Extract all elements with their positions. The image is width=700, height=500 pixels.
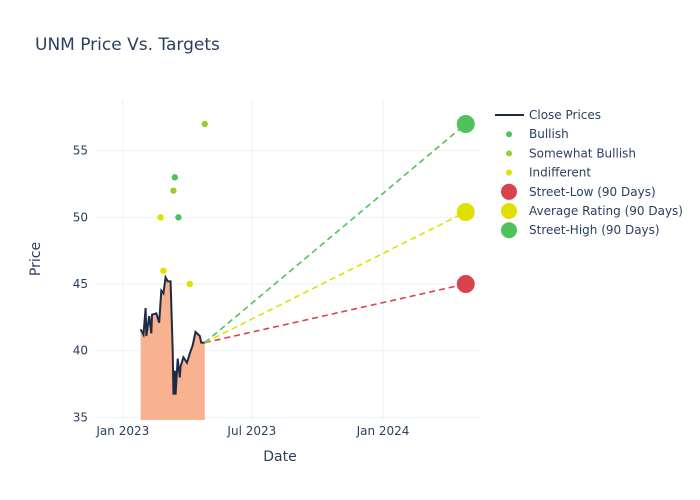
x-axis-label: Date [263,449,296,465]
somewhat-bullish-rating-point [201,120,208,128]
x-tick-label: Jan 2024 [356,424,410,438]
chart-title: UNM Price Vs. Targets [35,35,220,55]
legend-label: Somewhat Bullish [529,146,636,160]
average-rating-target-line [204,211,467,344]
indifferent-rating-point [160,267,167,274]
y-tick-label: 55 [73,144,88,158]
legend-label: Average Rating (90 Days) [529,204,683,218]
street-low-target-line [204,283,466,344]
legend-marker-swatch [506,131,512,138]
legend-marker-swatch [501,203,517,219]
street-high-target-marker [456,115,475,133]
legend-marker-swatch [501,183,517,200]
legend-label: Indifferent [529,166,591,180]
somewhat-bullish-rating-point [170,187,177,194]
close-price-area [140,277,205,420]
indifferent-rating-point [157,214,164,221]
y-tick-label: 35 [73,410,88,424]
indifferent-rating-point [186,280,194,288]
bullish-rating-point [175,214,182,221]
y-tick-label: 50 [73,210,88,224]
average-rating-target-marker [456,203,475,221]
y-axis-label: Price [28,242,44,276]
legend-marker-swatch [506,150,512,157]
close-price-line [139,274,205,395]
legend-label: Close Prices [529,108,601,122]
x-tick-label: Jan 2023 [95,424,149,438]
x-tick-label: Jul 2023 [226,424,276,438]
y-tick-label: 40 [73,344,88,358]
street-low-target-marker [456,275,475,293]
legend: Close Prices Bullish Somewhat Bullish Indif… [495,108,683,239]
y-tick-label: 45 [73,277,88,291]
street-high-target-line [204,123,467,344]
legend-marker-swatch [506,169,512,176]
legend-label: Bullish [529,127,569,141]
legend-label: Street-Low (90 Days) [529,185,656,199]
axes: 35 40 45 50 55 Jan 2023 Jul 2023 Jan 2024 [73,144,410,438]
legend-marker-swatch [501,222,517,239]
bullish-rating-point [171,174,179,181]
legend-label: Street-High (90 Days) [529,223,660,237]
plot-area [139,115,475,420]
